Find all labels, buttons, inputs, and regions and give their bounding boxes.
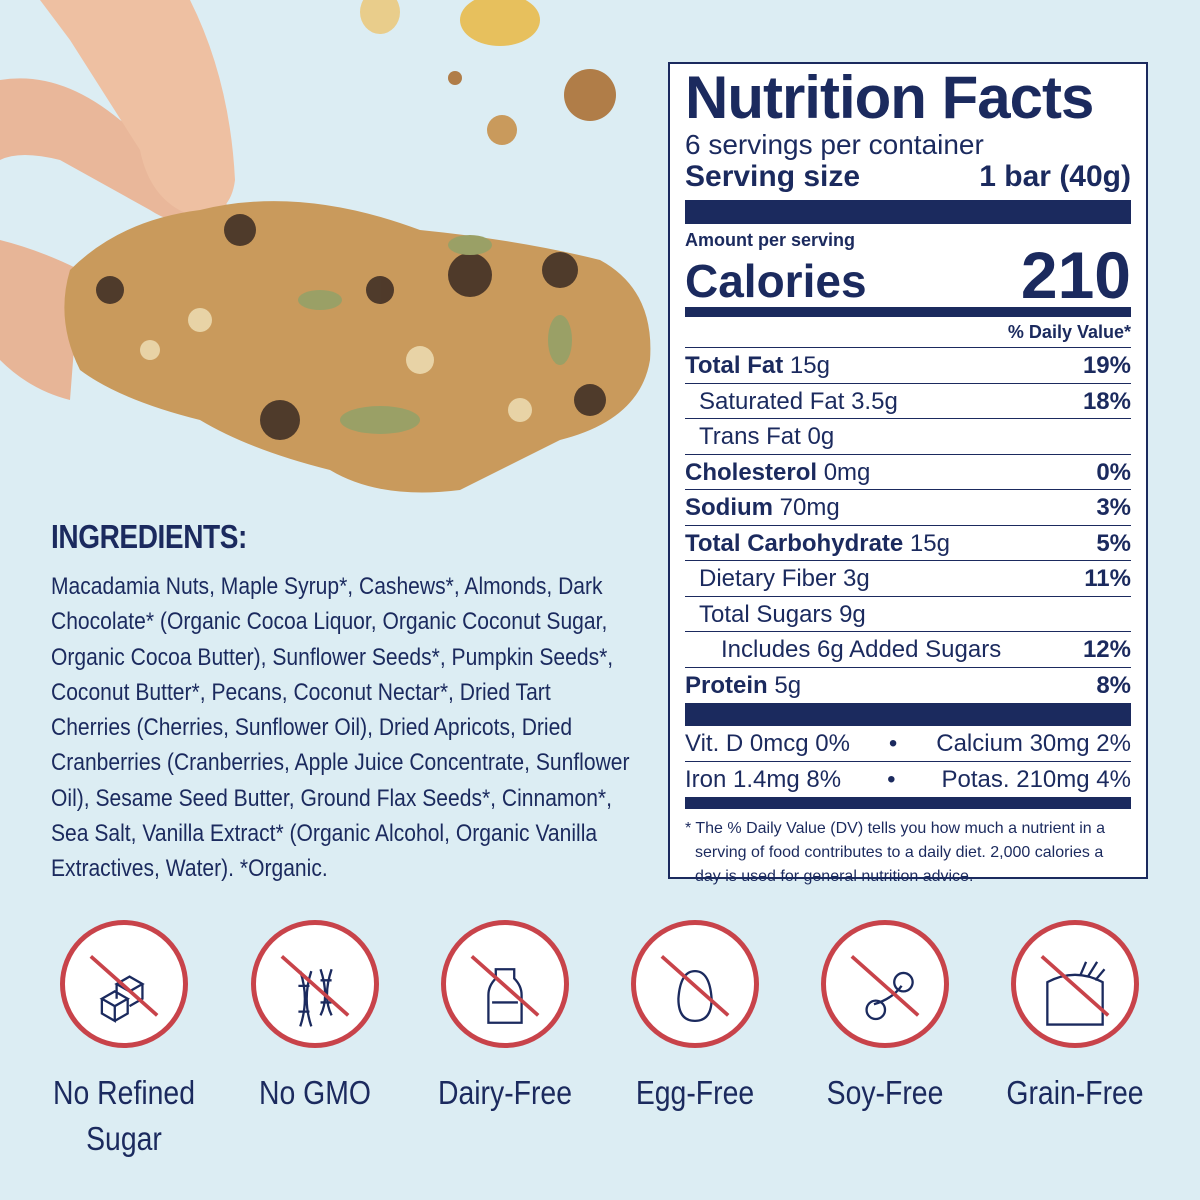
nutrient-pct: 19% (1082, 352, 1131, 379)
nutrient-name: Sodium (685, 494, 773, 521)
nutrient-row: Includes 6g Added Sugars 12% (685, 632, 1131, 668)
nutrient-row: Total Sugars 9g (685, 597, 1131, 632)
ingredients-text: Macadamia Nuts, Maple Syrup*, Cashews*, … (51, 573, 630, 883)
vitamin-right: Calcium 30mg 2% (936, 730, 1131, 757)
nutrient-pct: 8% (1096, 671, 1131, 699)
nutrient-name: Cholesterol (685, 458, 818, 486)
daily-value-header: % Daily Value* (685, 317, 1131, 348)
nutrient-name: Total Fat (685, 352, 784, 379)
serving-size: Serving size 1 bar (40g) (685, 160, 1131, 194)
nutrient-amount: 70mg (779, 494, 840, 521)
nutrient-row: Total Fat 15g 19% (685, 348, 1131, 384)
badge-label: Egg-Free (635, 1074, 755, 1111)
nutrient-amount: 15g (789, 352, 830, 379)
nutrient-name: Includes 6g Added Sugars (721, 636, 1002, 663)
servings-per-container: 6 servings per container (685, 129, 984, 160)
nutrient-name: Saturated Fat 3.5g (699, 387, 898, 415)
vitamin-row: Iron 1.4mg 8% • Potas. 210mg 4% (685, 762, 1131, 797)
dna-icon (251, 920, 379, 1048)
vitamin-right: Potas. 210mg 4% (941, 766, 1131, 793)
nutrient-pct: 11% (1084, 565, 1131, 592)
hand-holding-bar-photo (0, 0, 651, 493)
badge-label: Soy-Free (826, 1074, 944, 1111)
nutrient-row: Trans Fat 0g (685, 419, 1131, 455)
badge-no-gmo: No GMO (250, 920, 380, 1116)
calories-value: 210 (1020, 238, 1131, 312)
nutrient-amount: 15g (909, 529, 950, 557)
badge-egg-free: Egg-Free (630, 920, 760, 1116)
nutrient-name: Dietary Fiber 3g (699, 565, 870, 592)
vitamin-row: Vit. D 0mcg 0% • Calcium 30mg 2% (685, 726, 1131, 762)
divider (685, 797, 1131, 809)
serving-size-value: 1 bar (40g) (979, 160, 1131, 193)
nutrient-name: Protein (685, 671, 768, 699)
amount-per-serving: Amount per serving (685, 230, 856, 250)
sugar-cubes-icon (60, 920, 188, 1048)
badge-dairy-free: Dairy-Free (438, 920, 572, 1116)
milk-bottle-icon (441, 920, 569, 1048)
calories: Calories 210 (685, 238, 1131, 312)
badge-label: Dairy-Free (437, 1074, 573, 1111)
nutrient-row: Cholesterol 0mg 0% (685, 455, 1131, 490)
nutrient-row: Dietary Fiber 3g 11% (685, 561, 1131, 597)
badge-grain-free: Grain-Free (1006, 920, 1144, 1116)
nutrient-amount: 0mg (823, 458, 871, 486)
vitamin-left: Iron 1.4mg 8% (685, 766, 842, 793)
nutrient-row: Total Carbohydrate 15g 5% (685, 526, 1131, 561)
nutrition-facts-label: Nutrition Facts 6 servings per container… (668, 62, 1148, 885)
nutrient-pct: 5% (1096, 529, 1131, 557)
divider (685, 703, 1131, 726)
ingredients-heading: INGREDIENTS: (51, 518, 247, 555)
nutrition-title: Nutrition Facts (685, 64, 1094, 131)
badge-label: No GMO (259, 1074, 371, 1111)
nutrient-name: Total Carbohydrate (685, 529, 904, 557)
egg-icon (631, 920, 759, 1048)
nutrient-pct: 0% (1096, 458, 1131, 486)
nutrient-pct: 12% (1082, 636, 1131, 663)
granola-bar (64, 201, 651, 493)
badge-label: Grain-Free (1006, 1074, 1144, 1111)
nutrient-name: Trans Fat 0g (699, 423, 835, 450)
bullet: • (887, 766, 896, 793)
calories-label: Calories (685, 255, 867, 307)
nutrient-amount: 5g (774, 671, 802, 699)
nutrient-row: Sodium 70mg 3% (685, 490, 1131, 526)
nutrient-pct: 18% (1082, 387, 1131, 415)
badge-soy-free: Soy-Free (820, 920, 950, 1116)
vitamin-left: Vit. D 0mcg 0% (685, 730, 850, 757)
nutrient-name: Total Sugars 9g (699, 600, 866, 628)
nutrient-row: Protein 5g 8% (685, 668, 1131, 704)
divider (685, 200, 1131, 224)
nutrient-pct: 3% (1096, 494, 1131, 521)
grain-sack-icon (1011, 920, 1139, 1048)
serving-size-label: Serving size (685, 160, 861, 193)
soybean-icon (821, 920, 949, 1048)
badge-no-refined-sugar: No Refined Sugar (53, 920, 195, 1162)
footnote: * The % Daily Value (DV) tells you how m… (685, 820, 1106, 885)
badge-label: No Refined Sugar (52, 1074, 195, 1157)
bullet: • (888, 730, 898, 757)
divider (685, 307, 1131, 317)
nutrient-row: Saturated Fat 3.5g 18% (685, 384, 1131, 419)
